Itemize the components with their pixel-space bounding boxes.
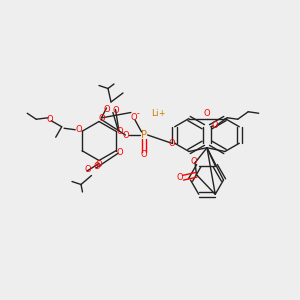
Text: O: O (130, 112, 137, 122)
Text: O: O (99, 114, 105, 123)
Text: O: O (75, 125, 82, 134)
Text: O: O (123, 130, 129, 140)
Text: O: O (177, 173, 183, 182)
Text: O: O (116, 127, 123, 136)
Text: O: O (204, 110, 210, 118)
Text: O: O (112, 106, 119, 116)
Text: O: O (103, 105, 110, 114)
Text: -: - (136, 109, 140, 118)
Text: O: O (168, 139, 175, 148)
Text: Li: Li (151, 110, 158, 118)
Text: O: O (190, 157, 197, 166)
Text: O: O (212, 121, 218, 130)
Text: O: O (96, 160, 102, 169)
Text: P: P (141, 130, 147, 140)
Text: O: O (84, 165, 91, 174)
Text: O: O (116, 148, 123, 157)
Text: O: O (141, 150, 147, 159)
Text: +: + (158, 109, 165, 118)
Text: O: O (93, 162, 100, 171)
Text: O: O (46, 115, 53, 124)
